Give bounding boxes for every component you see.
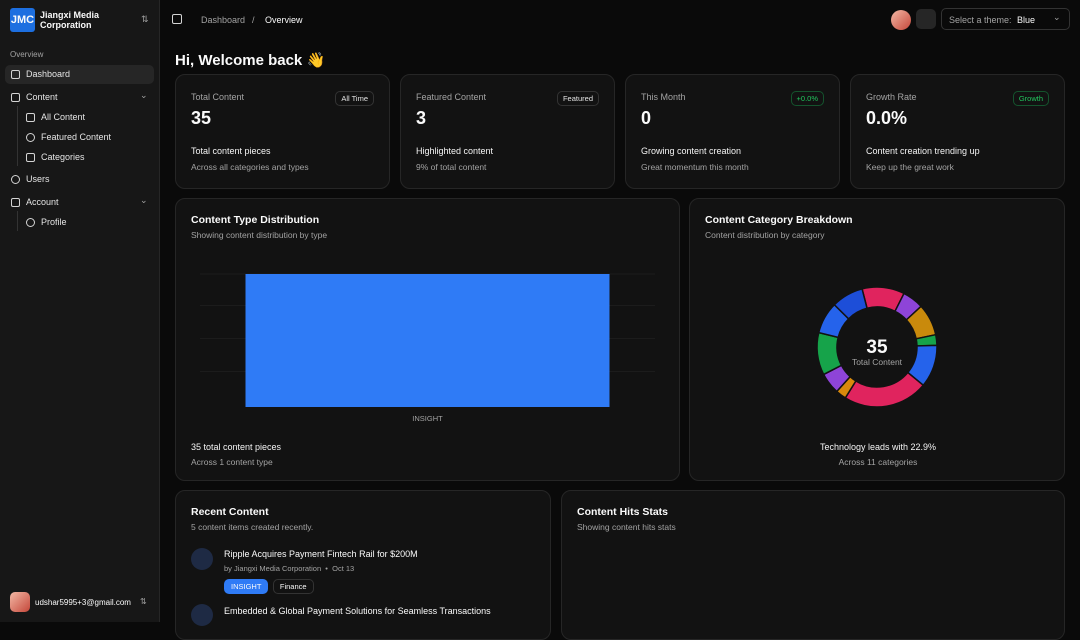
nav-label: Account bbox=[26, 197, 59, 207]
stat-value: 35 bbox=[191, 108, 212, 128]
item-tags: INSIGHT Finance bbox=[224, 576, 314, 594]
org-name[interactable]: Jiangxi Media Corporation bbox=[40, 10, 100, 30]
theme-select[interactable] bbox=[941, 8, 1070, 30]
breadcrumb[interactable]: Dashboard bbox=[201, 15, 246, 25]
nav-item[interactable]: Content bbox=[11, 92, 58, 102]
chevron[interactable]: ⇅ bbox=[140, 597, 147, 606]
chevron[interactable]: ⌄ bbox=[140, 195, 148, 205]
breadcrumb: Overview bbox=[265, 15, 303, 25]
card-subtitle: Content distribution by category bbox=[705, 230, 825, 240]
card-footnote: Across 11 categories bbox=[838, 457, 918, 467]
stat-caption: Growing content creation bbox=[641, 146, 742, 156]
section-label: Overview bbox=[10, 50, 44, 59]
nav-label: Content bbox=[26, 92, 58, 102]
recent-card: Recent Content 5 content items created r… bbox=[175, 490, 551, 640]
item-icon bbox=[191, 604, 213, 626]
tag[interactable]: Finance bbox=[272, 579, 314, 594]
stat-note: Across all categories and types bbox=[191, 162, 309, 172]
theme-value: Blue bbox=[1017, 15, 1036, 25]
nav-item[interactable]: Featured Content bbox=[26, 132, 111, 142]
item-author: by Jiangxi Media Corporation bbox=[224, 564, 322, 573]
stat-label: Total Content bbox=[191, 92, 245, 102]
active-bg bbox=[5, 65, 154, 84]
stat-note: Great momentum this month bbox=[641, 162, 749, 172]
stat-card: Growth Rate Growth 0.0% Content creation… bbox=[850, 74, 1065, 189]
stat-value: 0.0% bbox=[866, 108, 908, 128]
mode-toggle[interactable] bbox=[916, 9, 936, 29]
card-footer: Technology leads with 22.9% bbox=[819, 442, 937, 452]
pie-card: Content Category Breakdown Content distr… bbox=[689, 198, 1065, 481]
chevron[interactable]: ⇅ bbox=[141, 14, 149, 24]
nav-label: Categories bbox=[41, 152, 85, 162]
item-icon bbox=[191, 548, 213, 570]
stat-card: Featured Content Featured 3 Highlighted … bbox=[400, 74, 615, 189]
chevron: ⌄ bbox=[1053, 12, 1061, 22]
greeting: Hi, Welcome back 👋 bbox=[175, 52, 326, 69]
stat-card: This Month +0.0% 0 Growing content creat… bbox=[625, 74, 840, 189]
theme-label: Select a theme: bbox=[949, 15, 1012, 25]
nav-label: All Content bbox=[41, 112, 86, 122]
avatar[interactable] bbox=[891, 10, 911, 30]
stat-value: 3 bbox=[416, 108, 427, 128]
card-subtitle: 5 content items created recently. bbox=[191, 522, 314, 532]
stat-caption: Highlighted content bbox=[416, 146, 494, 156]
separator: / bbox=[252, 15, 255, 25]
sidebar: JMC Jiangxi Media Corporation ⇅ Overview… bbox=[0, 0, 160, 622]
item-date: Oct 13 bbox=[332, 564, 355, 573]
stat-badge: +0.0% bbox=[790, 91, 824, 106]
stat-label: Growth Rate bbox=[866, 92, 917, 102]
card-subtitle: Showing content distribution by type bbox=[191, 230, 328, 240]
stat-card: Total Content All Time 35 Total content … bbox=[175, 74, 390, 189]
item-title[interactable]: Ripple Acquires Payment Fintech Rail for… bbox=[224, 549, 418, 559]
nav-item[interactable]: Dashboard bbox=[11, 69, 70, 79]
stat-caption: Total content pieces bbox=[191, 146, 271, 156]
stat-caption: Content creation trending up bbox=[866, 146, 980, 156]
card-footer: 35 total content pieces bbox=[191, 442, 282, 452]
nav-item[interactable]: Categories bbox=[26, 152, 85, 162]
user-email[interactable]: udshar5995+3@gmail.com bbox=[35, 598, 131, 607]
nav-label: Featured Content bbox=[41, 132, 112, 142]
item-meta: by Jiangxi Media Corporation • Oct 13 bbox=[224, 564, 355, 573]
avatar[interactable] bbox=[10, 592, 30, 612]
nav-label: Users bbox=[26, 174, 50, 184]
card-title: Recent Content bbox=[191, 506, 269, 518]
nav-item[interactable]: Profile bbox=[26, 217, 67, 227]
stat-note: 9% of total content bbox=[416, 162, 487, 172]
logo: JMC bbox=[10, 8, 35, 32]
card-title: Content Type Distribution bbox=[191, 214, 320, 226]
card-subtitle: Showing content hits stats bbox=[577, 522, 676, 532]
card-title: Content Hits Stats bbox=[577, 506, 669, 518]
nav-item[interactable]: Users bbox=[11, 174, 50, 184]
bar-card: Content Type Distribution Showing conten… bbox=[175, 198, 680, 481]
nav-item[interactable]: All Content bbox=[26, 112, 85, 122]
card-title: Content Category Breakdown bbox=[705, 214, 853, 226]
stat-label: Featured Content bbox=[416, 92, 487, 102]
stat-label: This Month bbox=[641, 92, 686, 102]
stat-value: 0 bbox=[641, 108, 652, 128]
card-footnote: Across 1 content type bbox=[191, 457, 273, 467]
tree-line bbox=[17, 106, 18, 166]
nav-item[interactable]: Account bbox=[11, 197, 59, 207]
item-title[interactable]: Embedded & Global Payment Solutions for … bbox=[224, 606, 491, 616]
tag[interactable]: INSIGHT bbox=[224, 579, 269, 594]
nav-label: Dashboard bbox=[26, 69, 71, 79]
stat-badge: Featured bbox=[556, 91, 599, 106]
stat-note: Keep up the great work bbox=[866, 162, 954, 172]
nav-label: Profile bbox=[41, 217, 67, 227]
sidebar-toggle[interactable] bbox=[172, 14, 182, 24]
chevron[interactable]: ⌄ bbox=[140, 90, 148, 100]
tree-line bbox=[17, 211, 18, 231]
hits-card: Content Hits Stats Showing content hits … bbox=[561, 490, 1065, 640]
stat-badge: Growth bbox=[1012, 91, 1049, 106]
stat-badge: All Time bbox=[335, 91, 374, 106]
